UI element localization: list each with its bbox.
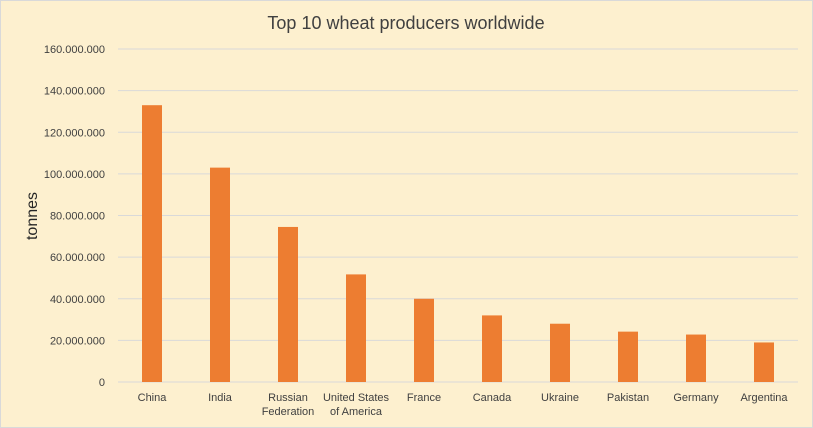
bar xyxy=(686,334,706,382)
bar xyxy=(346,274,366,382)
bar xyxy=(278,226,298,382)
x-tick-label: Germany xyxy=(673,392,719,404)
bars xyxy=(142,105,774,382)
bar xyxy=(618,331,638,382)
x-tick-label: India xyxy=(208,392,233,404)
y-tick-label: 40.000.000 xyxy=(50,294,105,306)
y-axis-label: tonnes xyxy=(24,192,41,240)
x-tick-label: China xyxy=(138,392,168,404)
x-tick-label: France xyxy=(407,392,441,404)
x-tick-label: Russian Federation xyxy=(262,392,315,418)
x-tick-label: Pakistan xyxy=(607,392,649,404)
x-tick-label: United States of America xyxy=(323,392,390,418)
bar xyxy=(414,298,434,382)
x-tick-label: Canada xyxy=(473,392,512,404)
y-tick-label: 140.000.000 xyxy=(44,86,105,98)
bar xyxy=(482,315,502,382)
x-tick-label: Argentina xyxy=(740,392,788,404)
y-tick-label: 60.000.000 xyxy=(50,252,105,264)
x-tick-label: Ukraine xyxy=(541,392,579,404)
bar xyxy=(550,323,570,382)
bar xyxy=(210,167,230,382)
bar xyxy=(142,105,162,382)
y-tick-label: 0 xyxy=(99,377,105,389)
y-tick-label: 160.000.000 xyxy=(44,44,105,56)
chart-title: Top 10 wheat producers worldwide xyxy=(267,13,544,33)
y-tick-label: 80.000.000 xyxy=(50,211,105,223)
bar xyxy=(754,342,774,382)
y-tick-label: 100.000.000 xyxy=(44,169,105,181)
y-tick-label: 20.000.000 xyxy=(50,335,105,347)
x-axis-labels: China India Russian Federation United States… xyxy=(138,392,789,418)
y-axis-ticks: 0 20.000.000 40.000.000 60.000.000 80.000.00… xyxy=(44,44,105,389)
y-tick-label: 120.000.000 xyxy=(44,127,105,139)
gridlines xyxy=(118,48,798,383)
